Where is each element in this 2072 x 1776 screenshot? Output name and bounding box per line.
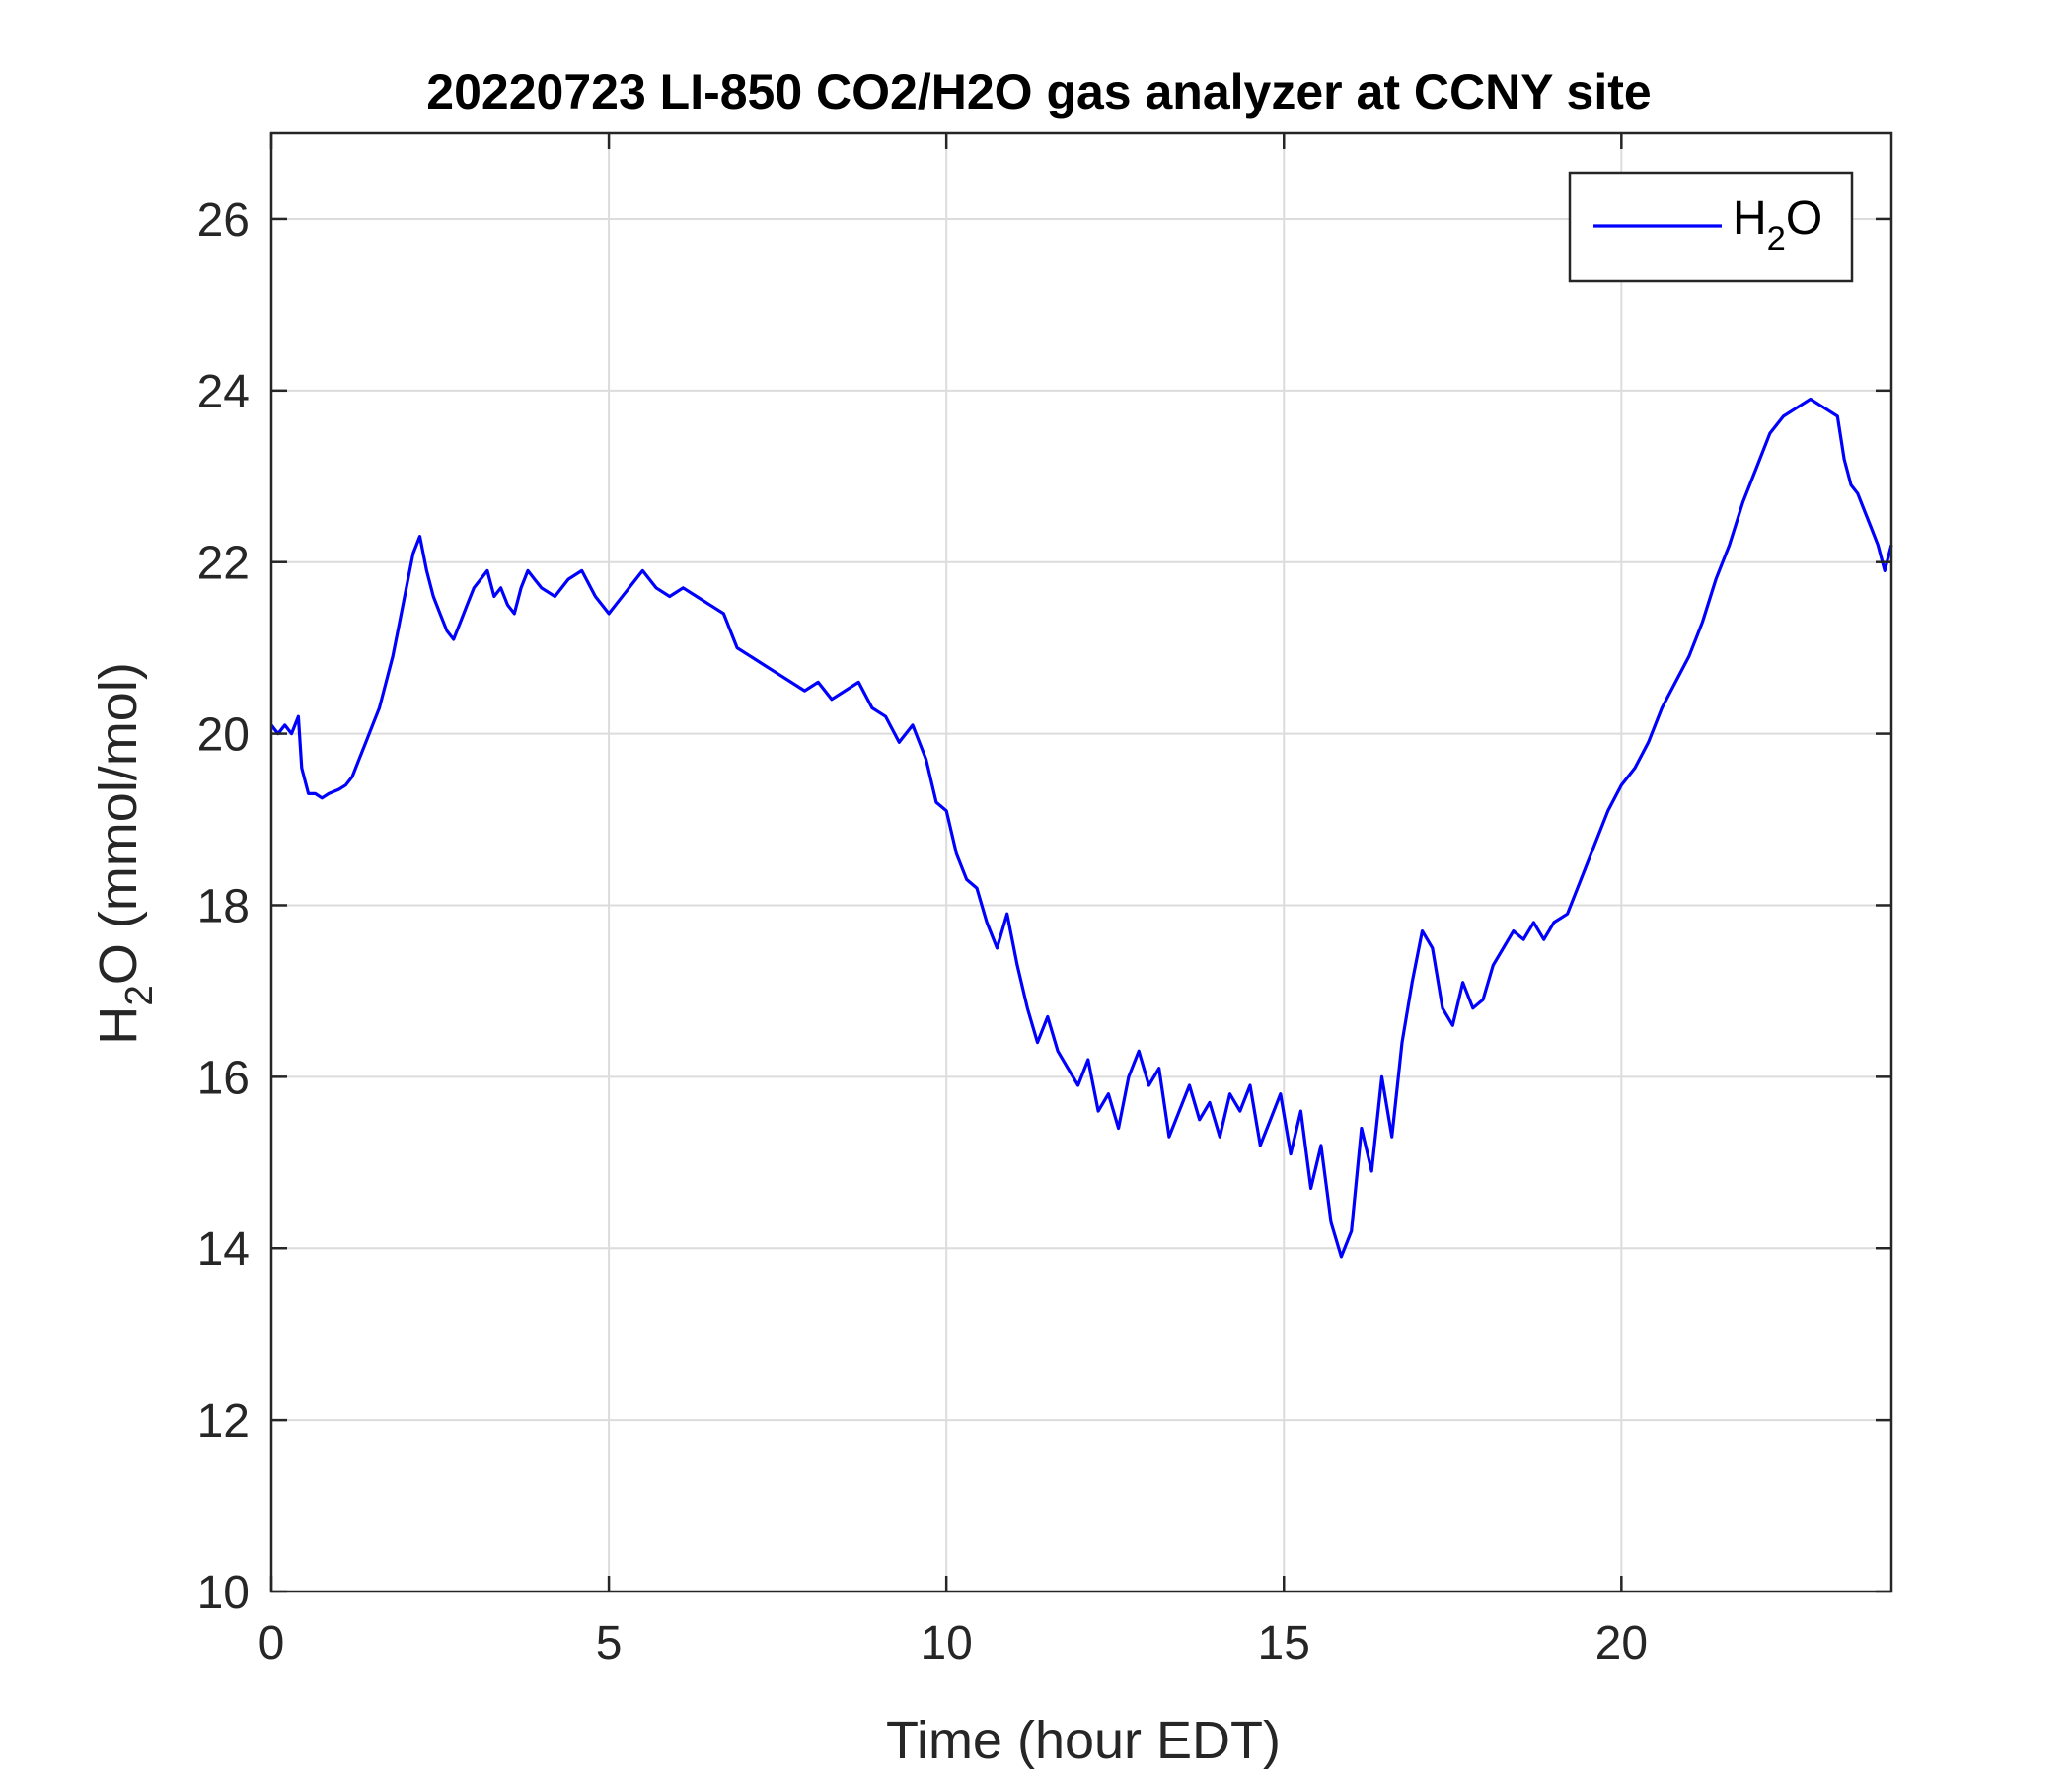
y-tick-label: 24	[197, 366, 250, 418]
y-tick-label: 14	[197, 1223, 250, 1276]
x-axis-label: Time (hour EDT)	[886, 1711, 1281, 1770]
y-axis-label: H2O (mmol/mol)	[89, 662, 161, 1045]
y-tick-label: 18	[197, 880, 250, 932]
axes	[269, 131, 1893, 1593]
plot-area	[271, 133, 1891, 1591]
legend: H2O	[1568, 171, 1854, 283]
y-tick-label: 16	[197, 1052, 250, 1104]
x-tick-label: 0	[259, 1617, 285, 1669]
y-tick-label: 22	[197, 538, 250, 590]
y-tick-label: 10	[197, 1567, 250, 1619]
y-tick-label: 20	[197, 709, 250, 762]
tick-labels: 0 5 10 15 20 10 12 14 16 18 20 22 24 26	[197, 194, 1648, 1669]
x-tick-label: 15	[1258, 1617, 1310, 1669]
plot-background	[271, 133, 1891, 1591]
x-tick-label: 20	[1595, 1617, 1648, 1669]
chart-title: 20220723 LI-850 CO2/H2O gas analyzer at …	[426, 64, 1651, 119]
x-tick-label: 10	[920, 1617, 972, 1669]
series-layer	[269, 397, 1893, 1259]
legend-label-h2o: H2O	[1733, 192, 1822, 258]
y-tick-label: 12	[197, 1395, 250, 1447]
y-tick-label: 26	[197, 194, 250, 247]
series-line-h2o	[269, 397, 1893, 1259]
x-tick-label: 5	[596, 1617, 623, 1669]
axes-box	[269, 131, 1893, 1593]
